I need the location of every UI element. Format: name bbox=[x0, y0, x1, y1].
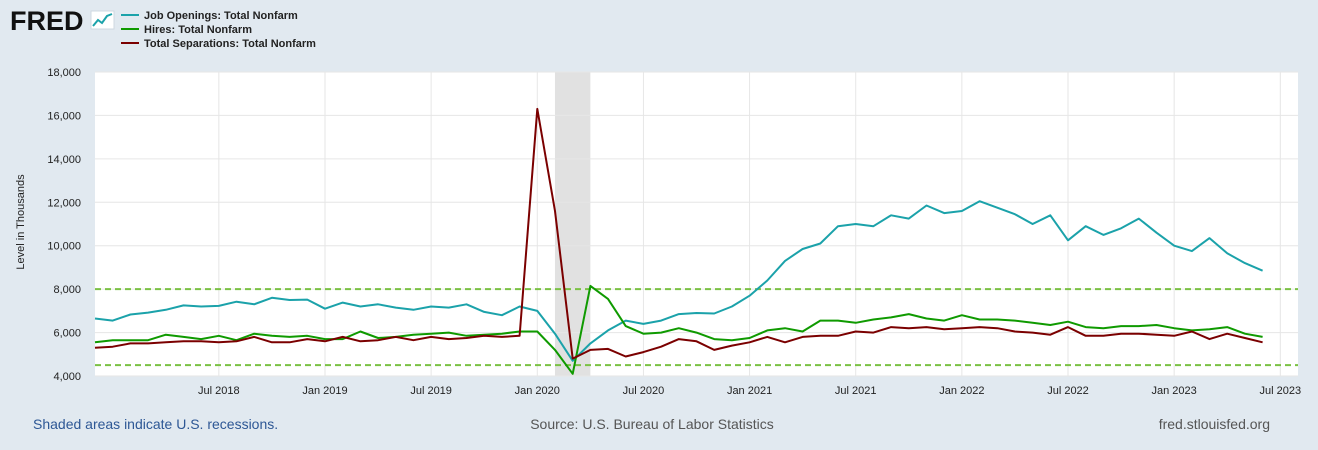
series-layer bbox=[94, 107, 1263, 375]
y-axis: 4,000 6,000 8,000 10,000 12,000 14,000 16,000 1… bbox=[47, 67, 81, 383]
legend-label-0[interactable]: Job Openings: Total Nonfarm bbox=[144, 10, 298, 22]
site-link[interactable]: fred.stlouisfed.org bbox=[1159, 416, 1270, 432]
recession-layer bbox=[554, 72, 591, 376]
series-line-0[interactable] bbox=[94, 200, 1263, 362]
y-tick-label-6: 16,000 bbox=[47, 110, 81, 122]
x-tick-label-7: Jan 2022 bbox=[939, 385, 984, 397]
x-tick-label-6: Jul 2021 bbox=[835, 385, 877, 397]
line-chart-icon bbox=[90, 10, 115, 30]
x-tick-label-2: Jul 2019 bbox=[410, 385, 452, 397]
y-tick-label-4: 12,000 bbox=[47, 197, 81, 209]
x-axis: Jul 2018 Jan 2019 Jul 2019 Jan 2020 Jul 2020… bbox=[198, 385, 1301, 397]
y-tick-label-0: 4,000 bbox=[53, 371, 81, 383]
recession-note-link[interactable]: Shaded areas indicate U.S. recessions. bbox=[33, 416, 278, 432]
x-tick-label-1: Jan 2019 bbox=[302, 385, 347, 397]
plot-area bbox=[95, 72, 1298, 376]
grid-layer bbox=[95, 71, 1298, 377]
fred-logo[interactable]: FRED bbox=[10, 6, 84, 36]
legend-label-1[interactable]: Hires: Total Nonfarm bbox=[144, 24, 252, 36]
x-tick-label-8: Jul 2022 bbox=[1047, 385, 1089, 397]
y-tick-label-3: 10,000 bbox=[47, 241, 81, 253]
y-tick-label-1: 6,000 bbox=[53, 328, 81, 340]
x-tick-label-5: Jan 2021 bbox=[727, 385, 772, 397]
series-line-1[interactable] bbox=[94, 284, 1263, 375]
x-tick-label-10: Jul 2023 bbox=[1260, 385, 1302, 397]
y-tick-label-2: 8,000 bbox=[53, 284, 81, 296]
x-tick-label-9: Jan 2023 bbox=[1152, 385, 1197, 397]
series-line-2[interactable] bbox=[94, 107, 1263, 360]
reference-lines bbox=[95, 288, 1298, 367]
legend-label-2[interactable]: Total Separations: Total Nonfarm bbox=[144, 38, 316, 50]
x-tick-label-0: Jul 2018 bbox=[198, 385, 240, 397]
x-tick-label-3: Jan 2020 bbox=[515, 385, 560, 397]
x-tick-label-4: Jul 2020 bbox=[623, 385, 665, 397]
legend: Job Openings: Total Nonfarm Hires: Total … bbox=[121, 10, 316, 50]
y-axis-title: Level in Thousands bbox=[15, 174, 27, 270]
y-tick-label-7: 18,000 bbox=[47, 67, 81, 79]
y-tick-label-5: 14,000 bbox=[47, 154, 81, 166]
source-text: Source: U.S. Bureau of Labor Statistics bbox=[530, 416, 774, 432]
recession-band-0 bbox=[554, 72, 591, 376]
